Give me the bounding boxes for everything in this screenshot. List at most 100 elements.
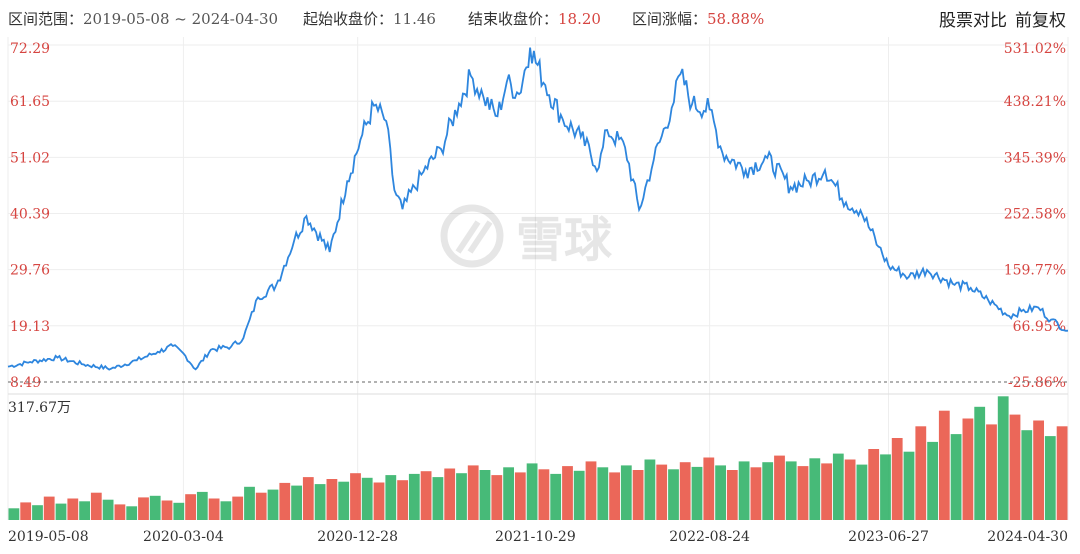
y-right-tick-label: 531.02% <box>1004 41 1066 57</box>
volume-bar <box>750 467 762 520</box>
range-label: 区间范围： <box>8 10 84 28</box>
grid-lines <box>7 37 1069 520</box>
forward-adjust-button[interactable]: 前复权 <box>1015 11 1066 31</box>
volume-bar <box>244 486 255 520</box>
volume-bar <box>585 461 597 520</box>
volume-bar <box>644 459 656 520</box>
volume-bar <box>715 465 726 520</box>
y-right-tick-label: -25.86% <box>1008 375 1066 391</box>
volume-bar <box>620 465 632 520</box>
volume-bar <box>550 473 562 520</box>
volume-bar <box>950 434 962 520</box>
range-info: 区间范围：2019-05-08 ~ 2024-04-30 <box>8 8 278 29</box>
volume-bar <box>632 470 644 520</box>
volume-bar <box>361 477 373 520</box>
volume-bar <box>326 479 338 520</box>
volume-bar <box>986 424 997 520</box>
y-right-tick-label: 66.95% <box>1013 319 1066 335</box>
volume-bar <box>55 503 67 520</box>
volume-bar <box>891 438 903 520</box>
volume-bar <box>114 504 126 520</box>
end-price-value: 18.20 <box>558 10 601 28</box>
chart-header: 区间范围：2019-05-08 ~ 2024-04-30 起始收盘价：11.46… <box>0 0 1080 36</box>
range-value: 2019-05-08 ~ 2024-04-30 <box>83 10 279 28</box>
volume-bar <box>726 470 738 520</box>
y-left-tick-label: 29.76 <box>10 263 50 279</box>
watermark-text: 雪球 <box>516 212 613 268</box>
x-axis: 2019-05-08 2020-03-04 2020-12-28 2021-10-29… <box>8 529 1068 545</box>
volume-bar <box>491 475 503 520</box>
volume-bar <box>432 477 444 520</box>
volume-bar <box>514 472 526 520</box>
change-value: 58.88% <box>707 10 765 28</box>
volume-bar <box>903 451 915 520</box>
volume-bar <box>691 466 703 520</box>
volume-bar <box>562 466 573 520</box>
volume-bar <box>291 485 302 520</box>
volume-bar <box>774 455 785 520</box>
volume-bar <box>832 453 844 520</box>
start-price-value: 11.46 <box>393 10 436 28</box>
volume-bar <box>1021 430 1033 520</box>
volume-bar <box>267 489 279 520</box>
volume-bar <box>844 459 856 520</box>
volume-bar <box>232 496 244 520</box>
volume-bar <box>196 491 208 520</box>
y-right-tick-label: 345.39% <box>1004 150 1066 166</box>
volume-bar <box>8 508 20 520</box>
volume-bar <box>785 461 797 520</box>
volume-bar <box>43 496 55 520</box>
x-tick-label: 2021-10-29 <box>495 529 576 545</box>
volume-bar <box>1009 414 1021 520</box>
header-actions: 股票对比 前复权 <box>931 6 1066 31</box>
x-tick-label: 2024-04-30 <box>987 529 1068 545</box>
volume-bar <box>880 454 891 520</box>
start-price-info: 起始收盘价：11.46 <box>303 8 436 29</box>
y-left-tick-label: 72.29 <box>10 41 50 57</box>
y-right-tick-label: 159.77% <box>1004 263 1066 279</box>
x-tick-label: 2019-05-08 <box>8 529 89 545</box>
volume-bar <box>279 482 291 520</box>
x-tick-label: 2020-03-04 <box>143 529 224 545</box>
y-left-tick-label: 19.13 <box>10 319 50 335</box>
volume-bar <box>962 418 974 520</box>
volume-bar <box>479 470 491 520</box>
y-right-tick-label: 252.58% <box>1004 207 1066 223</box>
x-tick-label: 2023-06-27 <box>848 529 929 545</box>
volume-bar <box>526 463 538 520</box>
volume-bar <box>79 501 90 520</box>
change-info: 区间涨幅：58.88% <box>632 8 764 29</box>
volume-bar <box>609 472 620 520</box>
y-left-tick-label: 8.49 <box>10 375 41 391</box>
change-label: 区间涨幅： <box>632 10 708 28</box>
volume-bar <box>538 469 550 520</box>
volume-max-label: 317.67万 <box>8 400 71 416</box>
stock-compare-button[interactable]: 股票对比 <box>939 11 1007 31</box>
volume-bar <box>385 475 397 520</box>
volume-bar <box>856 464 868 520</box>
volume-bar <box>821 463 832 520</box>
end-price-label: 结束收盘价： <box>468 10 559 28</box>
volume-bar <box>456 473 467 520</box>
volume-bar <box>573 470 585 520</box>
volume-bar <box>20 502 32 520</box>
volume-bar <box>938 410 950 520</box>
volume-bar <box>668 469 679 520</box>
volume-bar <box>185 494 196 520</box>
start-price-label: 起始收盘价： <box>303 10 394 28</box>
volume-bar <box>1056 426 1068 520</box>
volume-bar <box>679 462 691 520</box>
volume-bar <box>420 471 432 520</box>
volume-bar <box>762 462 774 520</box>
x-tick-label: 2020-12-28 <box>317 529 398 545</box>
volume-bar <box>656 464 668 520</box>
volume-bar <box>738 461 750 520</box>
volume-bar <box>255 492 267 520</box>
volume-bar <box>597 467 609 520</box>
y-left-tick-label: 40.39 <box>10 207 50 223</box>
volume-bar <box>208 498 220 520</box>
volume-bar <box>868 449 880 520</box>
volume-bar <box>703 457 715 520</box>
volume-bar <box>444 468 456 520</box>
volume-bar <box>974 406 986 520</box>
